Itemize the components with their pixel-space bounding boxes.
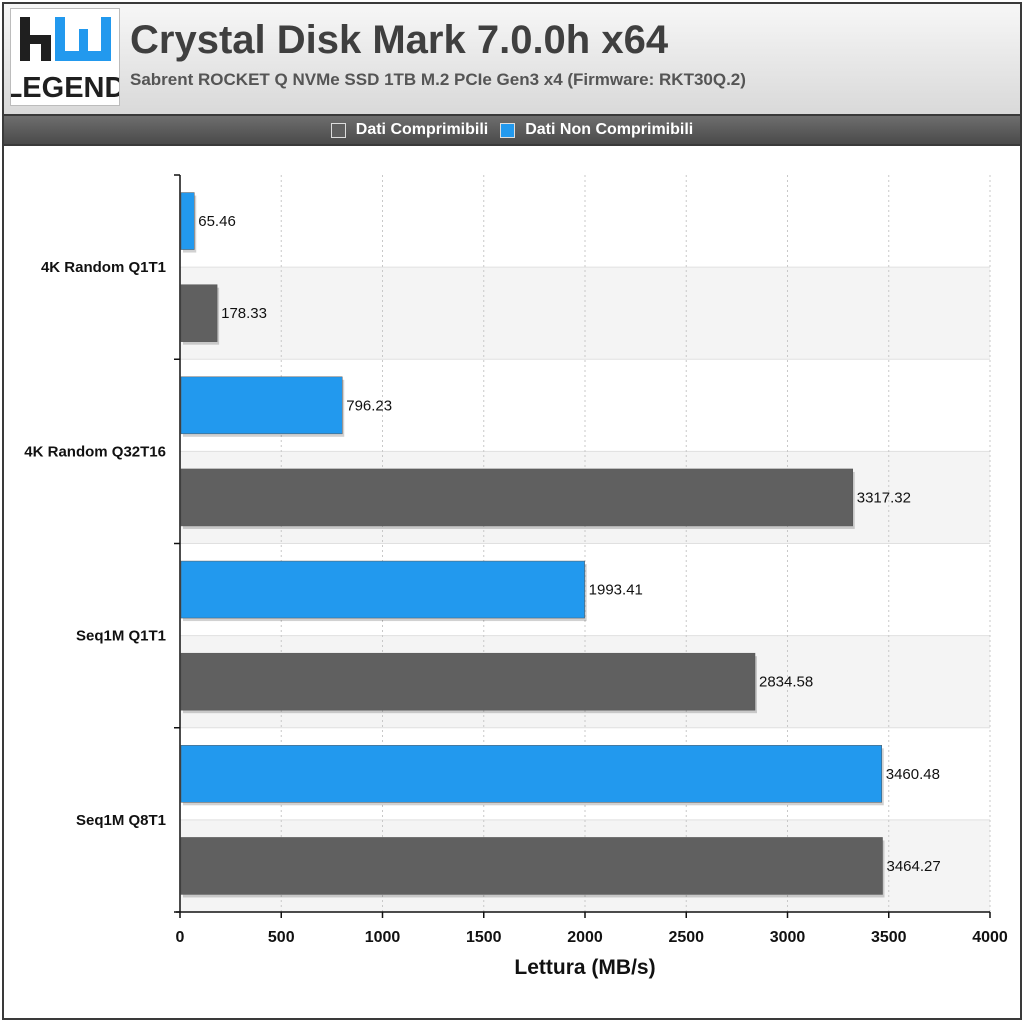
bar [180,560,585,619]
category-label: Seq1M Q1T1 [76,628,166,645]
bar [180,652,756,711]
bar [180,376,343,435]
bar [180,468,854,527]
x-tick-label: 3500 [871,929,907,946]
x-tick-label: 500 [268,929,295,946]
x-tick-label: 2500 [668,929,704,946]
bar-value-label: 3317.32 [857,489,911,506]
bar [180,192,195,250]
bar-value-label: 2834.58 [759,674,813,691]
legend-label-non-compressible: Dati Non Comprimibili [525,121,694,138]
chart-title: Crystal Disk Mark 7.0.0h x64 [130,18,669,62]
bar-value-label: 3464.27 [887,858,941,875]
legend-item-non-compressible: Dati Non Comprimibili [500,121,693,139]
legend-swatch-compressible [330,122,346,138]
x-axis-title: Lettura (MB/s) [514,956,655,979]
legend-label-compressible: Dati Comprimibili [355,121,489,138]
category-label: 4K Random Q32T16 [24,443,166,460]
x-tick-label: 3000 [770,929,806,946]
chart-legend: Dati Comprimibili Dati Non Comprimibili [4,116,1020,144]
bar-value-label: 796.23 [346,397,392,414]
svg-text:LEGEND: LEGEND [11,72,119,104]
bar [180,745,882,803]
bar-value-label: 178.33 [221,305,267,322]
x-tick-label: 4000 [972,929,1008,946]
legend-bar: Dati Comprimibili Dati Non Comprimibili [4,116,1020,146]
legend-swatch-non-compressible [500,122,516,138]
category-label: 4K Random Q1T1 [41,259,166,276]
x-tick-label: 1500 [466,929,502,946]
hwlegend-logo: LEGEND [10,8,120,106]
bar [180,837,883,895]
chart-header: LEGEND Crystal Disk Mark 7.0.0h x64 Sabr… [4,4,1020,116]
plot-band-background [180,267,990,360]
legend-item-compressible: Dati Comprimibili [330,121,489,139]
x-tick-label: 2000 [567,929,603,946]
x-tick-label: 0 [176,929,185,946]
bar [180,284,218,342]
category-label: Seq1M Q8T1 [76,812,166,829]
bar-value-label: 65.46 [198,213,236,230]
x-tick-label: 1000 [365,929,401,946]
bar-value-label: 1993.41 [589,582,643,599]
bar-value-label: 3460.48 [886,766,940,783]
chart-subtitle: Sabrent ROCKET Q NVMe SSD 1TB M.2 PCIe G… [130,70,746,89]
